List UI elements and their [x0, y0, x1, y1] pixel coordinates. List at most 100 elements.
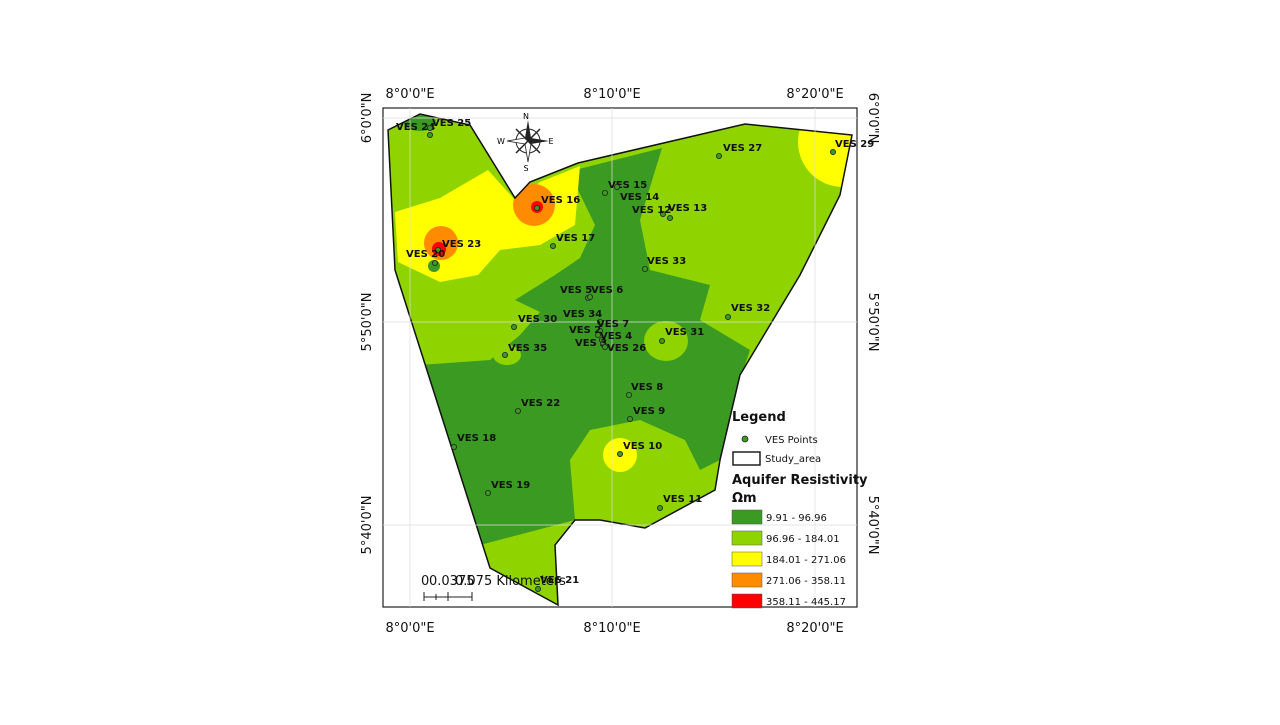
latitude-label: 5°50'0"N [865, 293, 880, 352]
longitude-label: 8°0'0"E [385, 87, 434, 102]
legend-label: Study_area [765, 454, 821, 465]
ves-label: VES 22 [521, 398, 560, 409]
scale-bar: 0 0.0375 0.075 Kilometers [421, 574, 566, 601]
scale-label: 0 [421, 574, 429, 589]
compass-rose: N E S W [497, 112, 553, 173]
ves-label: VES 6 [591, 285, 623, 296]
ves-point [484, 489, 491, 496]
legend-study-area-symbol [732, 451, 761, 466]
ves-label: VES 24 [396, 122, 435, 133]
longitude-label: 8°10'0"E [583, 87, 640, 102]
legend-layer-title: Aquifer Resistivity [732, 473, 868, 488]
legend-class-label: 184.01 - 271.06 [766, 555, 846, 566]
latitude-label: 6°0'0"N [865, 93, 880, 144]
graticule [383, 108, 857, 607]
ves-label: VES 7 [597, 319, 629, 330]
compass-label: S [523, 164, 528, 173]
ves-label: VES 13 [668, 203, 707, 214]
legend-swatch [731, 593, 763, 609]
ves-point [587, 293, 594, 300]
coordinate-labels: 8°0'0"E 8°0'0"E 8°10'0"E 8°10'0"E 8°20'0"E 8°… [360, 87, 880, 636]
legend-class-label: 9.91 - 96.96 [766, 513, 827, 524]
ves-label: VES 3 [575, 338, 607, 349]
ves-label: VES 15 [608, 180, 647, 191]
zone [644, 321, 688, 361]
ves-label: VES 2 [569, 325, 601, 336]
ves-label: VES 35 [508, 343, 547, 354]
ves-point [716, 152, 723, 159]
ves-point [660, 210, 667, 217]
ves-label: VES 25 [432, 118, 471, 129]
longitude-label: 8°20'0"E [786, 87, 843, 102]
ves-label: VES 18 [457, 433, 496, 444]
ves-point [510, 323, 517, 330]
ves-point [426, 131, 433, 138]
ves-label: VES 10 [623, 441, 662, 452]
legend-swatch [731, 551, 763, 567]
compass-label: E [548, 137, 553, 146]
ves-label: VES 9 [633, 406, 665, 417]
ves-label: VES 4 [600, 331, 632, 342]
ves-point [515, 407, 522, 414]
ves-label: VES 33 [647, 256, 686, 267]
ves-point [659, 337, 666, 344]
latitude-label: 5°50'0"N [360, 293, 375, 352]
study-area-boundary [387, 113, 853, 607]
ves-point [617, 450, 624, 457]
latitude-label: 6°0'0"N [360, 93, 375, 144]
ves-point [501, 351, 508, 358]
ves-point [534, 204, 541, 211]
ves-label: VES 8 [631, 382, 663, 393]
latitude-label: 5°40'0"N [360, 496, 375, 555]
ves-label: VES 20 [406, 249, 445, 260]
ves-point [642, 265, 649, 272]
ves-label: VES 16 [541, 195, 580, 206]
ves-label: VES 12 [632, 205, 671, 216]
legend-class-label: 271.06 - 358.11 [766, 576, 846, 587]
ves-point [657, 504, 664, 511]
ves-label: VES 17 [556, 233, 595, 244]
ves-point [550, 242, 557, 249]
ves-point [450, 443, 457, 450]
ves-label: VES 5 [560, 285, 592, 296]
ves-point [725, 313, 732, 320]
zone [420, 148, 750, 545]
ves-point [535, 586, 542, 593]
ves-label: VES 11 [663, 494, 702, 505]
ves-point [602, 343, 609, 350]
ves-label: VES 29 [835, 139, 874, 150]
ves-label: VES 19 [491, 480, 530, 491]
compass-label: W [497, 137, 505, 146]
compass-label: N [523, 112, 529, 121]
ves-label: VES 27 [723, 143, 762, 154]
latitude-label: 5°40'0"N [865, 496, 880, 555]
ves-label: VES 30 [518, 314, 557, 325]
scale-label: 0.0375 [429, 574, 475, 589]
ves-label: VES 32 [731, 303, 770, 314]
ves-label: VES 31 [665, 327, 704, 338]
ves-label: VES 34 [563, 309, 602, 320]
ves-point [627, 415, 634, 422]
ves-label: VES 23 [442, 239, 481, 250]
legend-swatch [731, 530, 763, 546]
ves-point [426, 125, 433, 132]
legend-swatch [731, 509, 763, 525]
legend: Legend VES Points Study_area Aquifer Res… [731, 410, 868, 609]
longitude-label: 8°10'0"E [583, 621, 640, 636]
legend-label: VES Points [765, 435, 818, 446]
legend-title: Legend [732, 410, 786, 425]
legend-swatch [731, 572, 763, 588]
ves-point [830, 148, 837, 155]
ves-label: VES 14 [620, 192, 659, 203]
scale-label: 0.075 Kilometers [455, 574, 566, 589]
ves-point [602, 189, 609, 196]
legend-unit: Ωm [732, 491, 757, 506]
ves-label: VES 21 [540, 575, 579, 586]
ves-point [626, 391, 633, 398]
legend-class-label: 96.96 - 184.01 [766, 534, 840, 545]
ves-point [597, 318, 604, 325]
ves-point [434, 246, 441, 253]
map-frame [382, 107, 858, 608]
